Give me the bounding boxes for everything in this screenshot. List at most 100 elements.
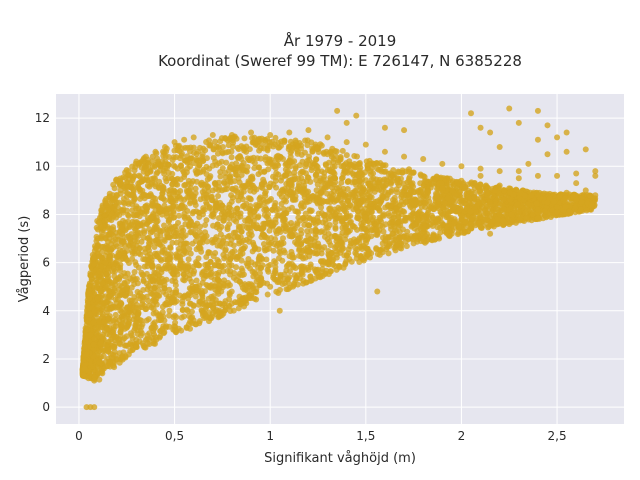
scatter-point xyxy=(95,246,102,253)
scatter-point xyxy=(137,251,144,258)
scatter-point xyxy=(296,162,303,169)
scatter-point xyxy=(390,171,397,178)
scatter-point xyxy=(179,166,186,173)
scatter-point xyxy=(485,189,492,196)
scatter-point xyxy=(170,214,177,221)
scatter-point xyxy=(309,193,316,200)
scatter-point xyxy=(132,297,139,304)
scatter-point xyxy=(251,295,258,302)
scatter-point xyxy=(114,291,121,298)
scatter-point xyxy=(193,289,200,296)
scatter-point xyxy=(309,148,316,155)
scatter-point xyxy=(120,238,127,245)
scatter-point xyxy=(203,199,210,206)
scatter-point xyxy=(126,297,133,304)
scatter-point xyxy=(280,211,287,218)
scatter-point xyxy=(395,182,402,189)
scatter-point xyxy=(129,335,136,342)
scatter-point xyxy=(175,212,182,219)
scatter-point xyxy=(400,201,407,208)
scatter-point xyxy=(289,254,296,261)
scatter-point xyxy=(312,231,319,238)
scatter-point xyxy=(288,248,295,255)
scatter-point xyxy=(362,226,369,233)
scatter-point xyxy=(193,178,200,185)
scatter-point xyxy=(301,194,308,201)
scatter-point xyxy=(90,346,97,353)
scatter-point xyxy=(272,134,279,141)
scatter-point xyxy=(178,196,185,203)
scatter-point xyxy=(116,282,123,289)
scatter-point xyxy=(90,319,97,326)
scatter-point xyxy=(131,269,138,276)
scatter-point xyxy=(210,304,217,311)
scatter-point xyxy=(94,296,101,303)
scatter-point xyxy=(184,194,191,201)
scatter-point xyxy=(299,189,306,196)
scatter-point xyxy=(528,192,535,199)
scatter-point xyxy=(157,205,164,212)
scatter-point xyxy=(117,328,124,335)
scatter-point xyxy=(327,199,334,206)
scatter-point xyxy=(192,225,199,232)
scatter-point xyxy=(202,229,209,236)
scatter-point xyxy=(396,234,403,241)
scatter-point xyxy=(101,319,108,326)
scatter-point xyxy=(362,214,369,221)
scatter-point xyxy=(263,206,270,213)
scatter-point xyxy=(347,168,354,175)
scatter-point xyxy=(292,137,299,144)
scatter-point xyxy=(199,188,206,195)
scatter-point xyxy=(377,166,384,173)
scatter-point xyxy=(292,265,299,272)
scatter-point xyxy=(103,306,110,313)
scatter-point xyxy=(112,311,119,318)
scatter-point xyxy=(338,246,345,253)
scatter-point xyxy=(266,227,273,234)
scatter-point xyxy=(493,205,500,212)
scatter-point xyxy=(332,175,339,182)
scatter-point xyxy=(186,245,193,252)
scatter-point xyxy=(101,213,108,220)
scatter-point xyxy=(493,221,500,228)
scatter-point xyxy=(169,181,176,188)
scatter-point xyxy=(150,328,157,335)
scatter-point xyxy=(408,182,415,189)
scatter-point xyxy=(277,271,284,278)
scatter-point xyxy=(456,195,463,202)
scatter-point xyxy=(196,214,203,221)
scatter-point xyxy=(388,186,395,193)
scatter-point xyxy=(187,185,194,192)
scatter-point xyxy=(183,324,190,331)
scatter-point xyxy=(244,217,251,224)
scatter-point xyxy=(351,152,358,159)
scatter-point xyxy=(261,232,268,239)
scatter-point xyxy=(98,263,105,270)
scatter-point xyxy=(261,168,268,175)
scatter-point xyxy=(420,173,427,180)
scatter-point xyxy=(136,319,143,326)
scatter-point xyxy=(443,229,450,236)
scatter-point xyxy=(206,165,213,172)
scatter-point xyxy=(173,289,180,296)
scatter-point xyxy=(231,234,238,241)
scatter-point xyxy=(224,267,231,274)
scatter-point xyxy=(177,261,184,268)
scatter-point xyxy=(249,268,256,275)
scatter-point xyxy=(251,208,258,215)
scatter-point xyxy=(264,291,271,298)
scatter-point xyxy=(245,180,252,187)
scatter-point xyxy=(127,330,134,337)
scatter-point xyxy=(275,255,282,262)
scatter-point xyxy=(288,219,295,226)
scatter-point xyxy=(213,300,220,307)
scatter-point xyxy=(543,214,550,221)
scatter-point xyxy=(271,258,278,265)
scatter-point xyxy=(179,301,186,308)
scatter-point xyxy=(153,309,160,316)
scatter-point xyxy=(301,149,308,156)
scatter-point xyxy=(501,187,508,194)
scatter-point xyxy=(306,153,313,160)
scatter-point xyxy=(137,332,144,339)
scatter-point xyxy=(159,326,166,333)
